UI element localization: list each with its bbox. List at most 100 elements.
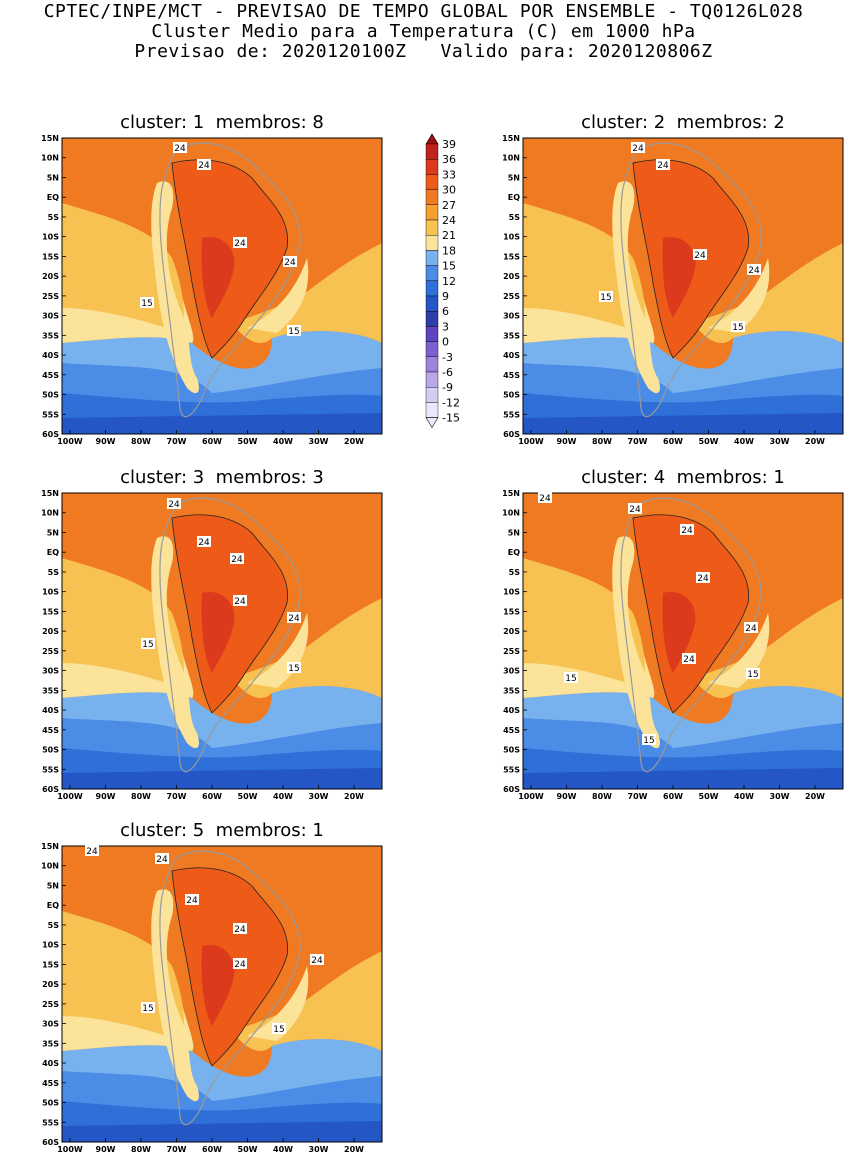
y-tick-label: 20S: [503, 627, 520, 636]
x-tick-label: 50W: [238, 437, 258, 446]
y-tick-label: 5S: [48, 568, 60, 577]
continent-outline: [159, 142, 301, 418]
x-tick-label: 30W: [309, 792, 329, 801]
colorbar-swatch: [425, 265, 439, 282]
contour-label-box: [599, 291, 613, 302]
region-mild-east: [247, 258, 309, 333]
colorbar-label: -15: [442, 412, 460, 425]
y-tick-label: 40S: [503, 706, 520, 715]
y-tick-label: 15N: [502, 134, 520, 143]
contour-label-box: [141, 638, 155, 649]
x-tick-label: 70W: [167, 437, 187, 446]
y-tick-label: 55S: [503, 765, 520, 774]
andes-strip: [151, 181, 199, 394]
y-tick-label: 30S: [42, 1020, 59, 1029]
contour-label: 24: [629, 505, 641, 515]
x-tick-label: 60W: [663, 792, 683, 801]
y-tick-label: 20S: [42, 272, 59, 281]
colorbar-swatch: [425, 386, 439, 403]
panel-title: cluster: 1 membros: 8: [120, 112, 324, 133]
contour-label: 24: [186, 896, 198, 906]
y-tick-label: 45S: [42, 371, 59, 380]
y-tick-label: 40S: [42, 1059, 59, 1068]
colorbar-label: 12: [442, 275, 456, 288]
contour-label: 24: [683, 655, 695, 665]
y-tick-label: 60S: [42, 1138, 59, 1147]
x-tick-label: 20W: [344, 1145, 364, 1154]
map-frame: [522, 137, 844, 435]
y-tick-label: 45S: [42, 726, 59, 735]
y-tick-label: 50S: [42, 1099, 59, 1108]
colorbar-swatch: [425, 356, 439, 373]
contour-label-box: [185, 894, 199, 905]
y-tick-label: 35S: [503, 331, 520, 340]
andes-strip: [151, 889, 199, 1102]
contour-label-box: [746, 668, 760, 679]
contour-label-box: [628, 503, 642, 514]
y-tick-label: 5N: [47, 881, 59, 890]
x-tick-label: 100W: [57, 792, 83, 801]
y-tick-label: 25S: [42, 647, 59, 656]
contour-label: 15: [288, 327, 299, 337]
x-tick-label: 50W: [238, 792, 258, 801]
region-warm: [523, 203, 645, 333]
colorbar-swatch: [425, 326, 439, 342]
y-tick-label: 55S: [503, 410, 520, 419]
contour-label-box: [642, 734, 656, 745]
map-frame: [61, 137, 383, 435]
x-tick-label: 100W: [518, 792, 544, 801]
y-tick-label: 50S: [42, 746, 59, 755]
y-tick-label: 10N: [41, 862, 59, 871]
x-tick-label: 90W: [96, 437, 116, 446]
colorbar-label: 0: [442, 336, 449, 349]
colorbar-swatch: [425, 295, 439, 312]
region-warm: [62, 558, 184, 688]
x-tick-label: 60W: [202, 437, 222, 446]
colorbar-arrow-bottom: [425, 417, 439, 429]
contour-label: 24: [697, 574, 709, 584]
contour-label: 15: [141, 299, 152, 309]
x-tick-label: 90W: [96, 1145, 116, 1154]
map-plot-area: 24 24 24 24 15 15: [522, 137, 844, 435]
y-tick-label: 10S: [42, 588, 59, 597]
contour-label: 15: [643, 736, 654, 746]
y-tick-label: 15S: [503, 607, 520, 616]
contour-label-box: [747, 264, 761, 275]
y-tick-label: 55S: [42, 1118, 59, 1127]
contour-label-box: [564, 672, 578, 683]
y-tick-label: 40S: [503, 351, 520, 360]
y-tick-label: 5N: [508, 528, 520, 537]
header-line-2: Cluster Medio para a Temperatura (C) em …: [151, 21, 696, 42]
y-tick-label: 60S: [42, 430, 59, 439]
contour-label: 24: [748, 266, 760, 276]
contour-label-box: [167, 498, 181, 509]
y-tick-label: 50S: [503, 746, 520, 755]
region-coldest: [523, 413, 843, 434]
y-tick-label: 10S: [503, 233, 520, 242]
x-tick-label: 40W: [734, 792, 754, 801]
colorbar-label: 33: [442, 168, 456, 181]
contour-label-box: [682, 653, 696, 664]
region-north: [523, 493, 843, 518]
region-north: [62, 493, 382, 518]
contour-label-box: [233, 595, 247, 606]
y-tick-label: 40S: [42, 351, 59, 360]
x-tick-label: 50W: [699, 437, 719, 446]
x-tick-label: 70W: [628, 792, 648, 801]
x-tick-label: 60W: [663, 437, 683, 446]
contour-label: 24: [694, 251, 706, 261]
y-tick-label: 20S: [42, 980, 59, 989]
y-tick-label: 55S: [42, 410, 59, 419]
contour-label: 24: [311, 956, 323, 966]
region-coldest: [523, 768, 843, 789]
contour-label: 15: [142, 1004, 153, 1014]
y-tick-label: 15N: [41, 134, 59, 143]
x-tick-label: 40W: [273, 437, 293, 446]
x-tick-label: 30W: [770, 437, 790, 446]
x-tick-label: 60W: [202, 1145, 222, 1154]
colorbar-label: 21: [442, 229, 456, 242]
x-tick-label: 40W: [734, 437, 754, 446]
colorbar-swatch: [425, 143, 439, 160]
x-tick-label: 50W: [699, 792, 719, 801]
header-line-3: Previsao de: 2020120100Z Valido para: 20…: [134, 41, 713, 62]
